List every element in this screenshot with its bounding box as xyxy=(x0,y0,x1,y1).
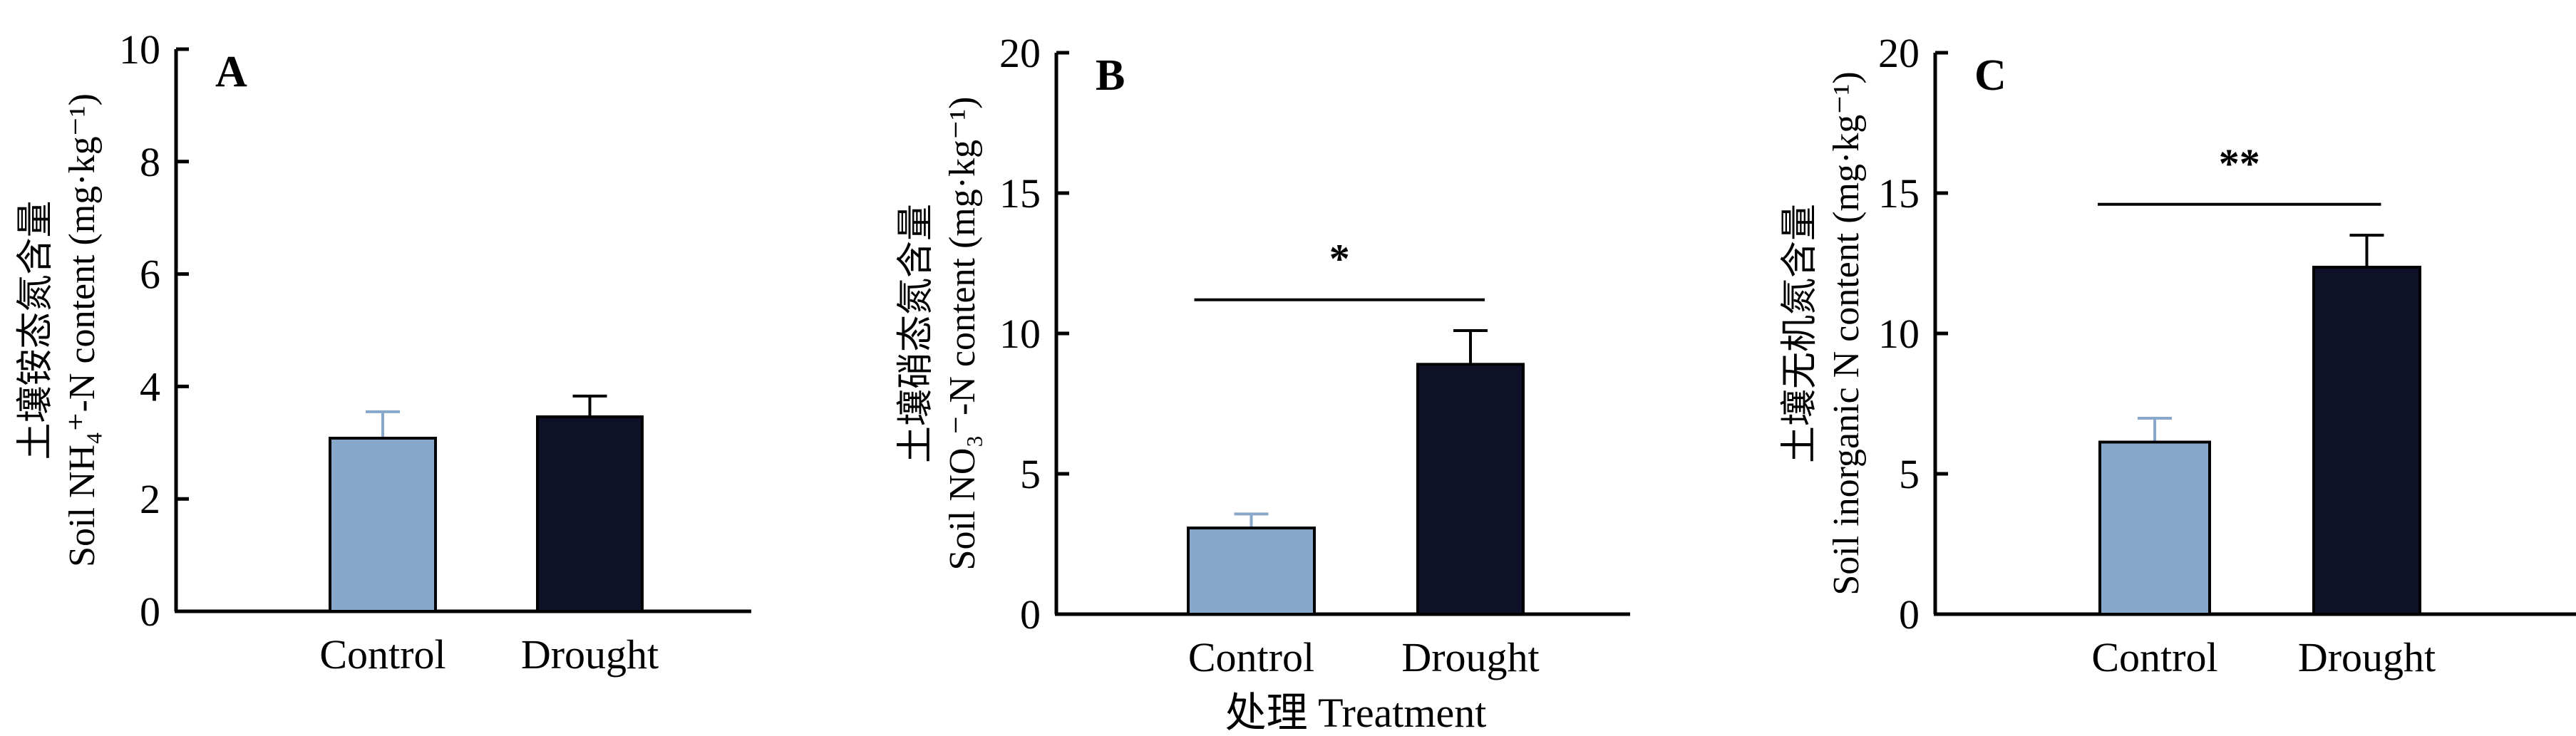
y-axis-label-cn: 土壤铵态氮含量 xyxy=(16,200,56,460)
bar-drought xyxy=(536,415,644,613)
category-label: Drought xyxy=(2298,634,2436,680)
y-tick-label: 10 xyxy=(1878,311,1920,357)
y-tick-label: 15 xyxy=(999,170,1041,217)
significance-label: * xyxy=(1329,236,1350,282)
panel-letter: C xyxy=(1974,51,2006,100)
category-label: Drought xyxy=(1401,634,1539,680)
y-tick-label: 10 xyxy=(119,26,160,73)
y-tick-label: 2 xyxy=(140,476,160,522)
y-tick-label: 0 xyxy=(140,589,160,635)
panel-letter: B xyxy=(1096,51,1125,100)
y-tick-label: 10 xyxy=(999,311,1041,357)
y-axis-label-cn: 土壤硝态氮含量 xyxy=(896,204,937,463)
y-tick-label: 4 xyxy=(140,363,160,410)
y-tick-label: 15 xyxy=(1878,170,1920,217)
category-label: Control xyxy=(2091,634,2217,680)
significance-label: ** xyxy=(2219,140,2260,187)
y-tick-label: 0 xyxy=(1899,591,1920,638)
y-tick-label: 0 xyxy=(1020,591,1041,638)
y-axis-label-en: Soil inorganic N content (mg·kg⁻¹) xyxy=(1826,71,1867,595)
panel-letter: A xyxy=(215,48,247,96)
bar-drought xyxy=(1416,363,1525,616)
category-label: Control xyxy=(319,631,445,678)
bar-drought xyxy=(2312,266,2421,616)
x-axis-label: 处理 Treatment xyxy=(1225,690,1487,736)
bar-control xyxy=(329,436,437,613)
y-tick-label: 5 xyxy=(1899,451,1920,497)
y-axis-label-cn: 土壤无机氮含量 xyxy=(1780,204,1820,463)
y-tick-label: 20 xyxy=(999,30,1041,76)
category-label: Drought xyxy=(521,631,659,678)
bar-control xyxy=(1187,527,1316,616)
y-tick-label: 8 xyxy=(140,139,160,185)
y-axis-label-en: Soil NH₄⁺-N content (mg·kg⁻¹) xyxy=(62,93,103,567)
y-axis-label-en: Soil NO₃⁻-N content (mg·kg⁻¹) xyxy=(942,97,983,571)
y-tick-label: 6 xyxy=(140,252,160,298)
y-tick-label: 20 xyxy=(1878,30,1920,76)
category-label: Control xyxy=(1188,634,1314,680)
bar-control xyxy=(2098,440,2211,616)
y-tick-label: 5 xyxy=(1020,451,1041,497)
